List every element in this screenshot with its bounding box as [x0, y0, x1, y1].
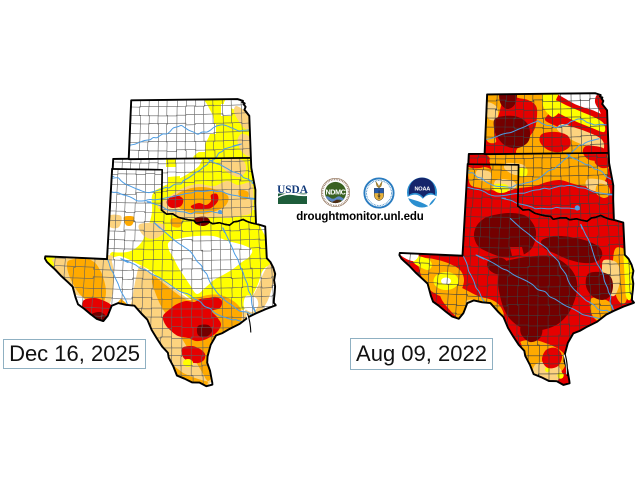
svg-text:USDA: USDA: [277, 184, 309, 196]
svg-text:NOAA: NOAA: [414, 187, 430, 193]
svg-text:NDMC: NDMC: [326, 188, 346, 197]
